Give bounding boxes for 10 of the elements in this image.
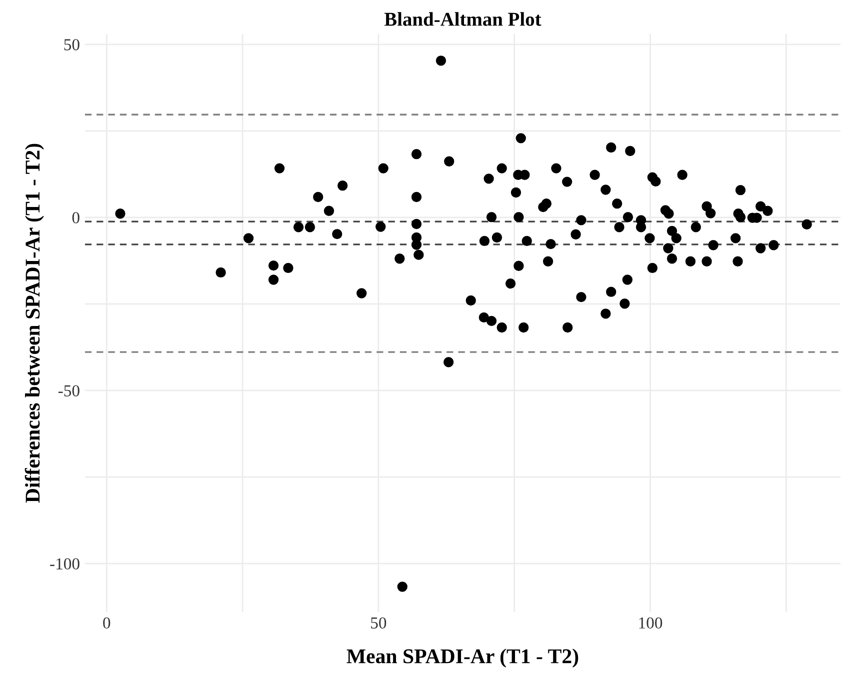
x-tick-label: 0 [103, 617, 110, 629]
x-axis-title: Mean SPADI-Ar (T1 - T2) [346, 648, 578, 668]
y-tick-label: 50 [64, 39, 80, 50]
y-axis-title: Differences between SPADI-Ar (T1 - T2) [24, 144, 44, 503]
x-tick-label: 50 [371, 617, 386, 629]
y-tick-label: -50 [58, 385, 80, 396]
chart-title: Bland-Altman Plot [384, 12, 542, 26]
x-tick-label: 100 [639, 617, 662, 629]
y-tick-label: 0 [72, 212, 80, 224]
y-tick-label: -100 [50, 558, 80, 570]
